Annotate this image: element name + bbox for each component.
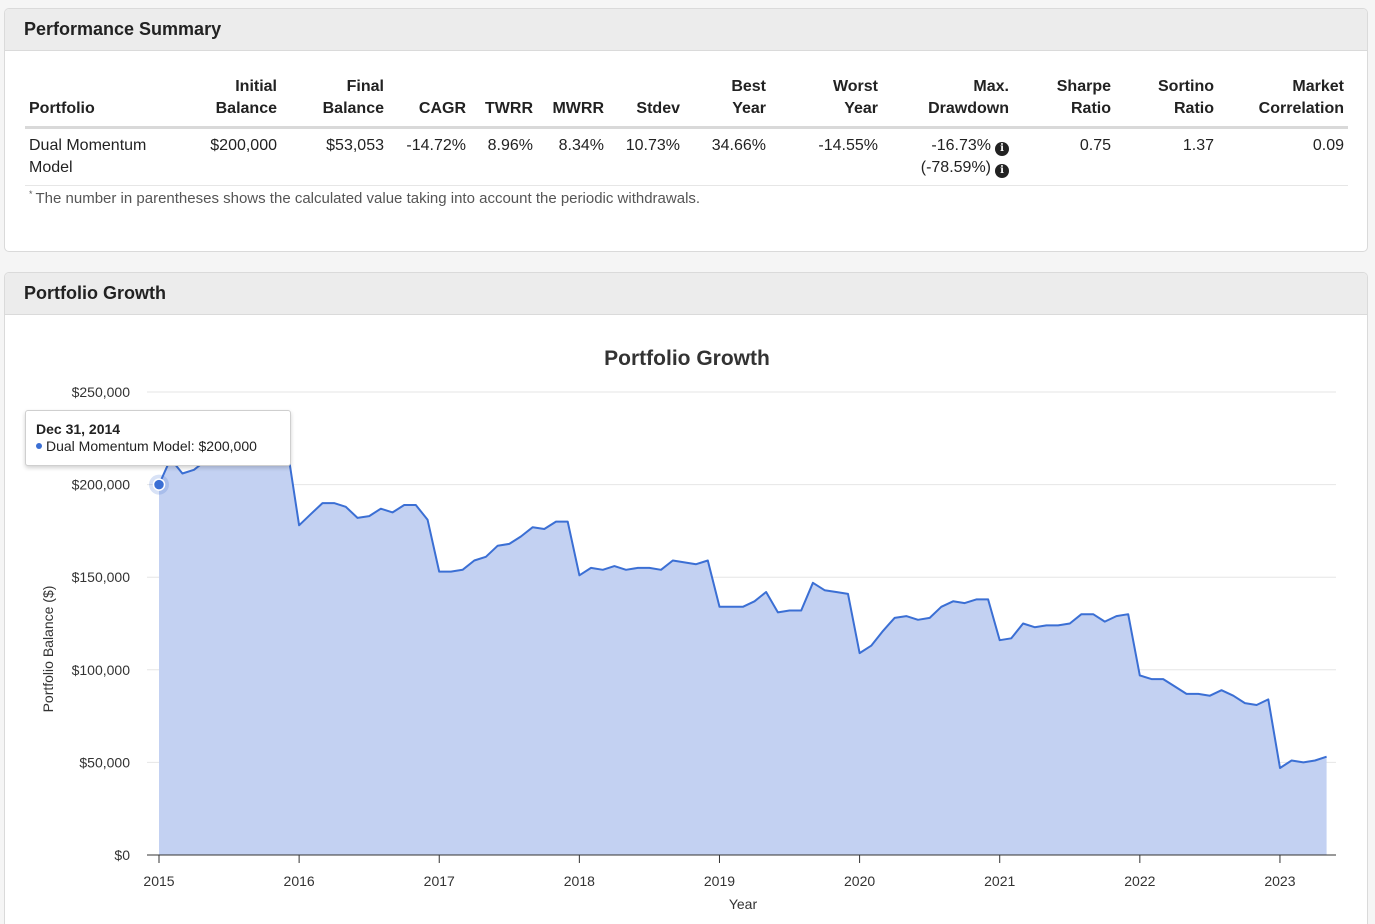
cell-stdev: 10.73% [608, 127, 684, 186]
series-area [159, 442, 1327, 855]
cell-twrr: 8.96% [470, 127, 537, 186]
cell-worst-year: -14.55% [770, 127, 882, 186]
y-axis-title: Portfolio Balance ($) [40, 586, 56, 713]
cell-initial-balance: $200,000 [195, 127, 281, 186]
y-tick-label: $100,000 [72, 662, 131, 678]
chart-tooltip: Dec 31, 2014 Dual Momentum Model: $200,0… [25, 410, 291, 466]
x-tick-label: 2015 [143, 873, 174, 889]
chart-axes: $0 $50,000 $100,000 $150,000 $200,000 $250,00… [72, 384, 1336, 889]
col-portfolio: Portfolio [25, 76, 195, 129]
x-tick-label: 2017 [424, 873, 455, 889]
cell-portfolio: Dual Momentum Model [25, 127, 195, 186]
portfolio-growth-header: Portfolio Growth [5, 273, 1367, 315]
y-tick-label: $150,000 [72, 569, 131, 585]
cell-market-correlation: 0.09 [1218, 127, 1348, 186]
info-icon[interactable]: i [995, 142, 1009, 156]
footnote-mark: * [29, 189, 33, 199]
y-tick-label: $250,000 [72, 384, 131, 400]
x-axis-title: Year [729, 896, 758, 912]
col-twrr: TWRR [470, 76, 537, 129]
x-tick-label: 2016 [284, 873, 315, 889]
cell-cagr: -14.72% [388, 127, 470, 186]
performance-summary-table: Portfolio Initial Balance Final Balance CA… [25, 76, 1348, 186]
x-tick-label: 2018 [564, 873, 595, 889]
table-row: Dual Momentum Model $200,000 $53,053 -14.… [25, 127, 1348, 186]
col-cagr: CAGR [388, 76, 470, 129]
hover-point[interactable] [152, 478, 166, 491]
y-tick-label: $200,000 [72, 477, 131, 493]
chart-title: Portfolio Growth [604, 347, 770, 370]
performance-summary-header: Performance Summary [5, 9, 1367, 51]
chart-series [149, 441, 1327, 855]
col-initial-balance: Initial Balance [195, 76, 281, 129]
col-sortino-ratio: Sortino Ratio [1115, 76, 1218, 129]
tooltip-series-dot [36, 443, 42, 449]
max-drawdown-value: -16.73% [931, 137, 991, 154]
x-tick-label: 2019 [704, 873, 735, 889]
col-sharpe-ratio: Sharpe Ratio [1013, 76, 1115, 129]
tooltip-date: Dec 31, 2014 [36, 421, 121, 437]
col-max-drawdown: Max. Drawdown [882, 76, 1013, 129]
y-tick-label: $0 [114, 847, 130, 863]
portfolio-growth-panel: Portfolio Growth Portfolio Growth $0 $50,… [4, 272, 1368, 924]
col-market-correlation: Market Correlation [1218, 76, 1348, 129]
cell-sortino-ratio: 1.37 [1115, 127, 1218, 186]
portfolio-growth-title: Portfolio Growth [24, 283, 166, 303]
cell-best-year: 34.66% [684, 127, 770, 186]
performance-summary-panel: Performance Summary Portfolio Initial Bal… [4, 8, 1368, 252]
series-line[interactable] [158, 441, 1327, 769]
portfolio-growth-chart[interactable]: Portfolio Growth $0 $50,000 $100,000 $150,0… [5, 315, 1367, 924]
x-tick-label: 2023 [1264, 873, 1295, 889]
x-tick-label: 2021 [984, 873, 1015, 889]
tooltip-text: Dual Momentum Model: $200,000 [46, 438, 257, 454]
cell-mwrr: 8.34% [537, 127, 608, 186]
max-drawdown-withdrawals-value: (-78.59%) [920, 159, 991, 176]
col-worst-year: Worst Year [770, 76, 882, 129]
performance-summary-title: Performance Summary [24, 19, 222, 39]
col-stdev: Stdev [608, 76, 684, 129]
info-icon[interactable]: i [995, 164, 1009, 178]
footnote: * The number in parentheses shows the cal… [29, 189, 700, 207]
y-tick-label: $50,000 [79, 754, 130, 770]
table-header-row: Portfolio Initial Balance Final Balance CA… [25, 76, 1348, 129]
x-tick-label: 2022 [1124, 873, 1155, 889]
footnote-text: The number in parentheses shows the calc… [35, 190, 701, 207]
col-best-year: Best Year [684, 76, 770, 129]
cell-final-balance: $53,053 [281, 127, 388, 186]
col-mwrr: MWRR [537, 76, 608, 129]
col-final-balance: Final Balance [281, 76, 388, 129]
x-tick-label: 2020 [844, 873, 875, 889]
cell-sharpe-ratio: 0.75 [1013, 127, 1115, 186]
cell-max-drawdown: -16.73% i (-78.59%) i [882, 127, 1013, 186]
